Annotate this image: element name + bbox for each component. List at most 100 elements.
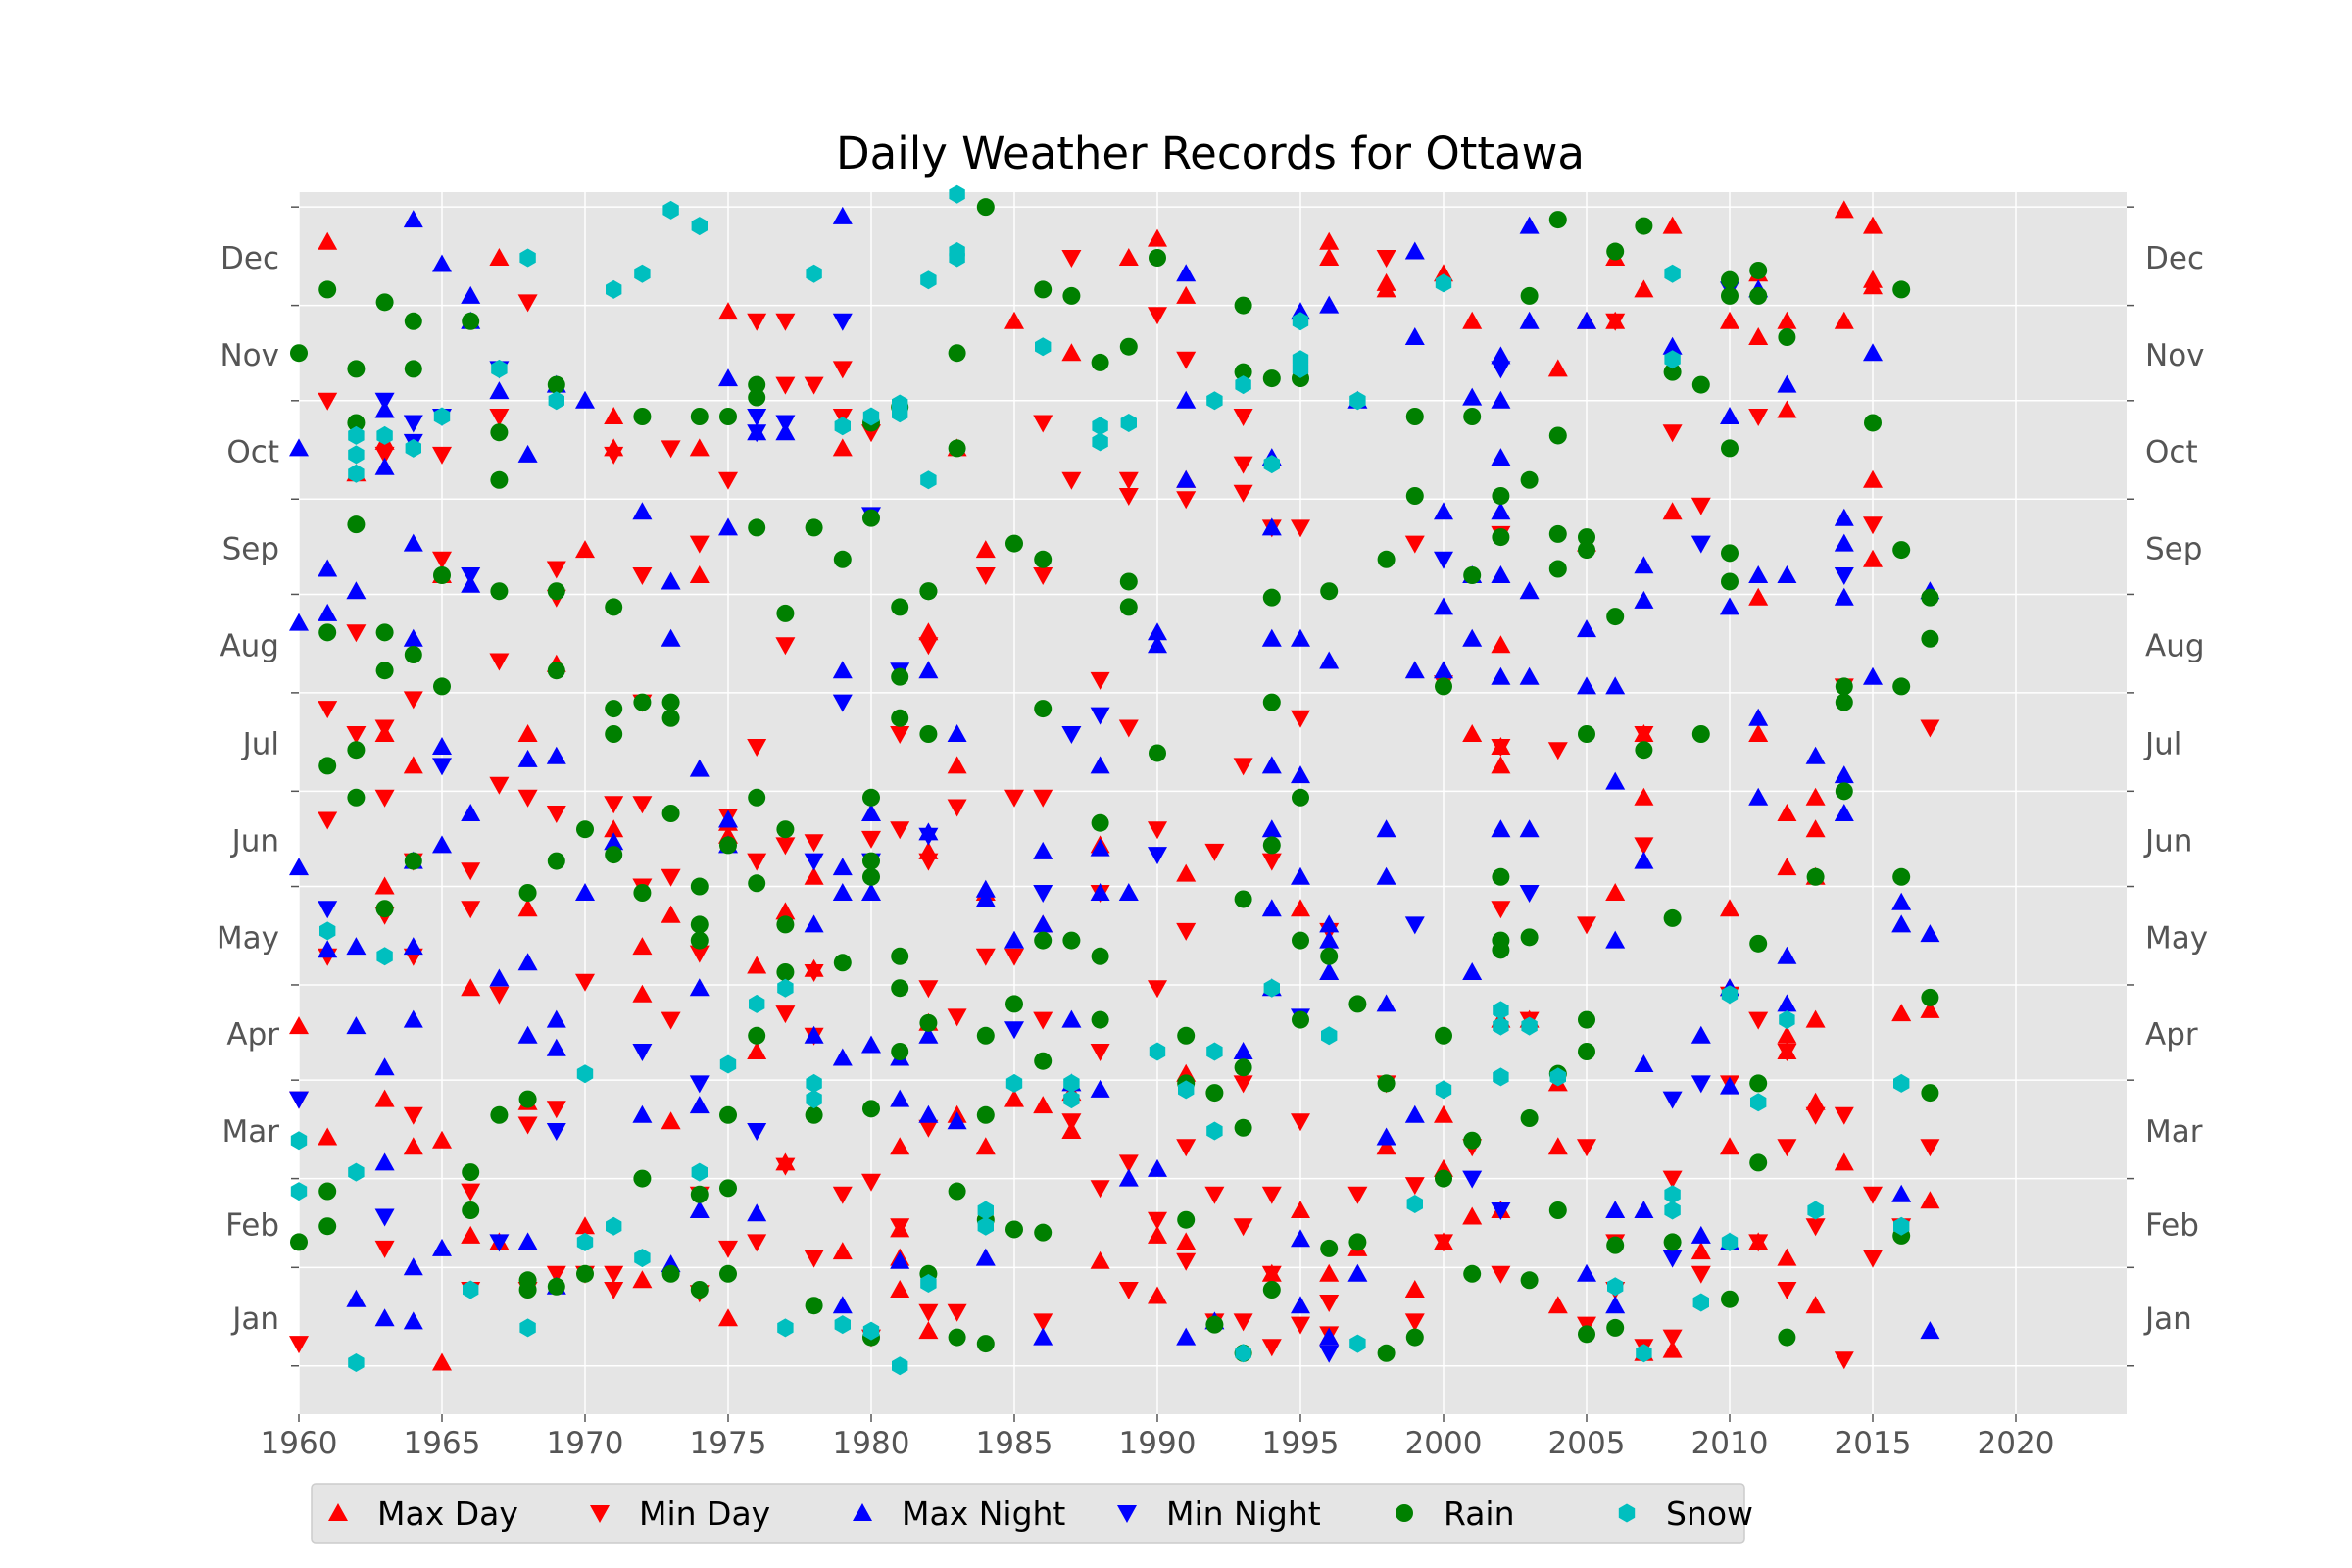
data-point <box>463 1280 479 1299</box>
data-point <box>1864 414 1882 432</box>
data-point <box>374 876 395 895</box>
data-point <box>1491 819 1511 838</box>
data-point <box>1636 1344 1652 1363</box>
data-point <box>491 359 508 378</box>
data-point <box>947 724 967 742</box>
legend-item-rain[interactable]: Rain <box>1396 1494 1515 1533</box>
data-point <box>1061 1113 1082 1132</box>
legend-item-min-night[interactable]: Min Night <box>1117 1494 1321 1533</box>
legend-label: Max Day <box>377 1494 518 1533</box>
data-point <box>1805 1092 1826 1110</box>
data-point <box>346 726 367 744</box>
data-point <box>661 571 681 590</box>
data-point <box>1891 892 1912 910</box>
data-point <box>1863 666 1883 685</box>
x-tick-label: 2010 <box>1691 1426 1769 1461</box>
data-point <box>1292 350 1309 369</box>
legend-item-min-day[interactable]: Min Day <box>590 1494 770 1533</box>
data-point <box>1606 1318 1625 1337</box>
data-point <box>1404 1280 1425 1298</box>
data-point <box>775 1005 796 1024</box>
data-point <box>691 1162 708 1182</box>
data-point <box>1176 1232 1197 1250</box>
data-point <box>1578 1325 1595 1344</box>
data-point <box>1404 327 1425 345</box>
data-point <box>919 1013 938 1032</box>
data-point <box>490 470 509 489</box>
legend[interactable]: Max Day Min Day Max Night Min Night Rain Snow <box>311 1483 1753 1544</box>
data-point <box>1777 1025 1797 1044</box>
data-point <box>1176 469 1197 488</box>
data-point <box>976 1335 995 1353</box>
data-point <box>1777 858 1797 876</box>
data-point <box>290 344 308 363</box>
data-point <box>1634 837 1654 856</box>
data-point <box>1549 1067 1566 1087</box>
data-point <box>1893 1073 1910 1093</box>
data-point <box>689 535 710 554</box>
y-month-label-left: Feb <box>225 1208 279 1244</box>
data-point <box>1033 1327 1054 1346</box>
data-point <box>1634 279 1654 298</box>
data-point <box>1435 1169 1452 1188</box>
data-point <box>432 835 452 854</box>
data-point <box>319 921 336 941</box>
data-point <box>975 1137 996 1155</box>
data-point <box>1348 1186 1368 1204</box>
data-point <box>748 375 766 394</box>
data-point <box>546 1038 566 1056</box>
data-point <box>892 1356 908 1376</box>
legend-item-max-night[interactable]: Max Night <box>853 1494 1065 1533</box>
data-point <box>1834 567 1854 585</box>
data-point <box>1233 484 1253 503</box>
data-point <box>776 963 795 981</box>
data-point <box>1834 311 1854 329</box>
data-point <box>633 1169 652 1188</box>
y-month-label-left: Sep <box>222 531 279 566</box>
data-point <box>918 661 939 679</box>
legend-item-max-day[interactable]: Max Day <box>328 1494 518 1533</box>
data-point <box>1406 1195 1423 1213</box>
data-point <box>1262 588 1281 607</box>
data-point <box>1863 216 1883 234</box>
data-point <box>690 877 709 896</box>
data-point <box>632 1044 653 1061</box>
data-point <box>1547 359 1568 377</box>
data-point <box>1805 787 1826 806</box>
data-point <box>489 248 510 266</box>
data-point <box>1235 1344 1251 1363</box>
data-point <box>1004 1021 1024 1040</box>
data-point <box>1805 746 1826 764</box>
data-point <box>719 1105 737 1124</box>
data-point <box>1578 725 1595 743</box>
data-point <box>1061 250 1082 268</box>
data-point <box>1920 1191 1940 1209</box>
data-point <box>747 956 767 974</box>
data-point <box>347 741 366 760</box>
data-point <box>1404 1177 1425 1196</box>
data-point <box>661 440 681 459</box>
data-point <box>433 677 451 696</box>
data-point <box>947 1111 967 1130</box>
data-point <box>918 1104 939 1123</box>
data-point <box>1777 400 1797 418</box>
data-point <box>918 980 939 999</box>
data-point <box>1519 885 1540 903</box>
data-point <box>404 360 422 378</box>
data-point <box>1720 1076 1740 1095</box>
data-point <box>1377 1344 1396 1362</box>
data-point <box>1034 280 1053 299</box>
legend-item-snow[interactable]: Snow <box>1618 1494 1753 1533</box>
data-point <box>1319 248 1340 266</box>
data-point <box>1319 914 1340 933</box>
data-point <box>1261 1186 1282 1204</box>
data-point <box>1548 524 1567 543</box>
data-point <box>1691 375 1710 394</box>
data-point <box>1834 804 1854 821</box>
data-point <box>719 408 737 425</box>
data-point <box>634 264 651 283</box>
data-point <box>1548 560 1567 578</box>
data-point <box>1204 1186 1225 1204</box>
data-point <box>1491 448 1511 466</box>
data-point <box>1805 1009 1826 1028</box>
